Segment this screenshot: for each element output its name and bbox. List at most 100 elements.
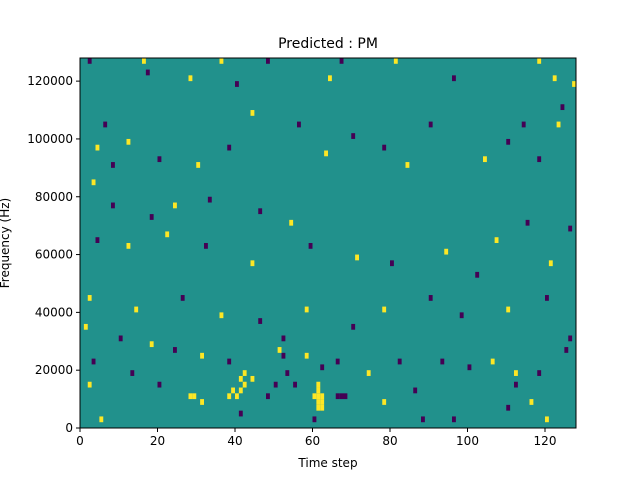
heatmap-cell	[242, 381, 247, 388]
x-tick-label: 0	[76, 434, 84, 448]
heatmap-cells	[83, 58, 576, 423]
x-axis-ticks: 0 20 40 60 80 100 120	[76, 428, 556, 448]
heatmap-cell	[452, 416, 456, 423]
heatmap-cell	[393, 58, 398, 64]
heatmap-cell	[87, 295, 92, 301]
heatmap-cell	[506, 306, 511, 313]
heatmap-cell	[537, 58, 542, 64]
heatmap-cell	[95, 237, 100, 243]
heatmap-cell	[537, 156, 542, 163]
heatmap-cell	[529, 399, 534, 405]
heatmap-cell	[413, 387, 418, 394]
heatmap-cell	[227, 393, 232, 400]
heatmap-cell	[355, 254, 359, 261]
heatmap-cell	[316, 387, 321, 394]
heatmap-cell	[192, 393, 197, 400]
heatmap-cell	[351, 133, 356, 139]
heatmap-cell	[320, 399, 325, 405]
heatmap-cell	[285, 370, 290, 376]
heatmap-cell	[552, 75, 557, 82]
x-tick-label: 60	[305, 434, 320, 448]
heatmap-cell	[316, 404, 321, 411]
heatmap-cell	[238, 410, 243, 417]
heatmap-cell	[525, 219, 530, 226]
heatmap-cell	[339, 58, 344, 64]
heatmap-cell	[130, 370, 135, 376]
heatmap-cell	[149, 341, 154, 348]
heatmap-cell	[142, 58, 146, 64]
y-tick-label: 0	[65, 421, 73, 435]
heatmap-cell	[545, 295, 549, 301]
y-tick-label: 80000	[35, 190, 73, 204]
heatmap-cell	[343, 393, 348, 400]
heatmap-cell	[382, 144, 387, 151]
heatmap-cell	[231, 387, 235, 394]
heatmap-cell	[390, 260, 394, 267]
heatmap-cell	[250, 260, 255, 267]
heatmap-cell	[126, 138, 131, 145]
heatmap-cell	[266, 393, 270, 400]
heatmap-cell	[293, 381, 297, 388]
heatmap-cell	[506, 404, 511, 411]
heatmap-cell	[227, 144, 232, 151]
y-axis-label: Frequency (Hz)	[0, 198, 12, 289]
heatmap-cell	[235, 81, 239, 87]
heatmap-cell	[258, 208, 263, 215]
heatmap-cell	[335, 358, 340, 365]
heatmap-cell	[483, 156, 487, 163]
heatmap-cell	[494, 237, 499, 243]
heatmap-cell	[521, 121, 526, 128]
heatmap-cell	[560, 104, 565, 111]
y-tick-label: 60000	[35, 248, 73, 262]
heatmap-cell	[277, 347, 282, 353]
heatmap-cell	[289, 219, 294, 226]
heatmap-cell	[91, 179, 96, 186]
heatmap-background	[80, 58, 576, 428]
chart-title: Predicted : PM	[278, 36, 378, 52]
y-tick-label: 20000	[35, 363, 73, 377]
heatmap-cell	[227, 358, 232, 365]
heatmap-cell	[328, 75, 332, 82]
heatmap-cell	[428, 121, 433, 128]
x-tick-label: 100	[456, 434, 479, 448]
heatmap-cell	[250, 375, 255, 382]
heatmap-cell	[273, 381, 278, 388]
heatmap-cell	[235, 393, 239, 400]
heatmap-cell	[200, 399, 204, 405]
heatmap-cell	[514, 370, 518, 376]
heatmap-cell	[95, 144, 100, 151]
heatmap-cell	[180, 295, 185, 301]
heatmap-cell	[149, 214, 154, 220]
heatmap-cell	[173, 202, 177, 209]
heatmap-cell	[308, 243, 313, 249]
heatmap-cell	[118, 335, 123, 342]
heatmap-cell	[281, 335, 286, 342]
heatmap-cell	[564, 347, 569, 353]
plot-frame	[79, 57, 577, 429]
heatmap-cell	[165, 231, 170, 238]
heatmap-cell	[312, 416, 317, 423]
heatmap-cell	[87, 381, 92, 388]
x-tick-label: 80	[382, 434, 397, 448]
heatmap-cell	[452, 75, 456, 82]
heatmap-cell	[204, 243, 208, 249]
x-axis-label: Time step	[297, 456, 357, 470]
heatmap-cell	[428, 295, 433, 301]
heatmap-cell	[111, 162, 115, 168]
heatmap-cell	[475, 271, 480, 278]
heatmap-cell	[568, 335, 573, 342]
heatmap-cell	[366, 370, 371, 376]
heatmap-cell	[258, 318, 263, 324]
heatmap-cell	[157, 156, 162, 163]
heatmap-cell	[238, 387, 243, 394]
heatmap-cell	[134, 306, 139, 313]
y-tick-label: 120000	[27, 74, 73, 88]
heatmap-cell	[572, 81, 576, 87]
heatmap-cell	[281, 352, 286, 359]
heatmap-cell	[126, 243, 131, 249]
heatmap-cell	[219, 58, 224, 64]
heatmap-cell	[397, 358, 402, 365]
heatmap-cell	[320, 393, 325, 400]
heatmap-cell	[421, 416, 425, 423]
